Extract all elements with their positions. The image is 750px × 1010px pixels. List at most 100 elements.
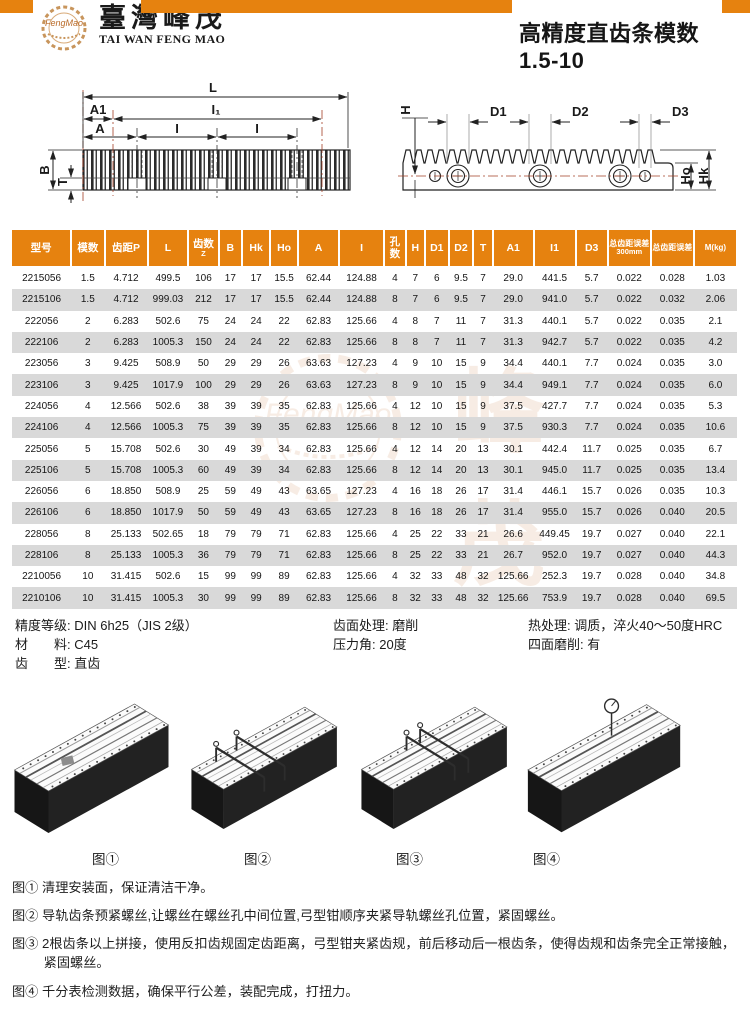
table-cell: 35: [278, 400, 290, 412]
table-cell: 63.63: [305, 358, 332, 370]
table-cell: 502.6: [155, 315, 181, 327]
table-cell: 0.022: [616, 315, 642, 327]
figure-detail: [424, 736, 427, 738]
figure-detail: [445, 756, 448, 759]
table-cell: 26: [455, 507, 467, 519]
figure-detail: [382, 759, 385, 762]
figure-shape: [366, 709, 481, 774]
figure-detail: [459, 749, 462, 752]
table-cell: 22: [431, 550, 443, 561]
table-cell: 39: [250, 464, 262, 476]
table-cell: 6: [85, 486, 91, 498]
instruction-4: 图④ 千分表检测数据，确保平行公差，装配完成，打扭力。: [12, 983, 359, 999]
table-cell: 7: [480, 337, 486, 349]
figure-detail: [198, 766, 201, 769]
table-cell: 0.040: [659, 507, 685, 519]
table-cell: 99: [224, 571, 236, 583]
dim-label-D3: D3: [672, 104, 689, 119]
table-cell: 2215106: [22, 294, 62, 306]
table-cell: 127.23: [346, 507, 377, 519]
figure-detail: [22, 767, 25, 770]
figure-detail: [125, 744, 128, 747]
table-cell: 6: [434, 294, 440, 306]
gear-logo-icon: FengMao: [41, 5, 87, 51]
figure-detail: [403, 729, 410, 736]
instruction-2: 图② 导轨齿条预紧螺丝,让螺丝在螺丝孔中间位置,弓型钳顺序夹紧导轨螺丝孔位置，紧…: [12, 908, 564, 924]
figure-detail: [638, 710, 641, 713]
table-cell: 75: [197, 422, 209, 434]
figure-detail: [396, 784, 399, 786]
table-cell: 2210056: [22, 571, 62, 583]
figure-detail: [564, 751, 567, 754]
table-cell: 50: [197, 507, 209, 519]
table-cell: 226056: [24, 486, 59, 498]
table-cell: 0.022: [616, 294, 642, 306]
rack-spec-table: 型号 模数 齿距P L 齿数 Z B Hk Ho A I 孔数 H D1 D2 T A1 I1 D3 总齿距误差 300…: [12, 230, 739, 609]
table-cell: 0.035: [659, 486, 685, 498]
table-cell: 31.3: [503, 337, 523, 349]
table-cell: 6.283: [113, 337, 139, 349]
figure-detail: [283, 720, 285, 723]
table-cell: 127.23: [346, 379, 377, 391]
table-cell: 1017.9: [152, 379, 184, 391]
table-cell: 11: [455, 337, 467, 349]
table-cell: 508.9: [155, 486, 181, 498]
table-cell: 19.7: [581, 592, 602, 604]
table-cell: 62.44: [305, 273, 332, 285]
table-cell: 12.566: [110, 422, 142, 434]
table-cell: 0.040: [659, 528, 685, 540]
table-cell: 502.6: [155, 571, 181, 583]
dim-label-I-right: I: [255, 121, 259, 136]
figure-detail: [103, 756, 106, 759]
table-cell: 2.1: [708, 315, 723, 327]
table-cell: 62.83: [305, 443, 332, 455]
table-cell: 0.035: [659, 337, 685, 349]
table-cell: 62.83: [305, 592, 332, 604]
dim-label-I1: I₁: [212, 102, 221, 117]
table-cell: 32: [477, 571, 489, 583]
figure-detail: [424, 768, 427, 771]
dim-label-H: H: [398, 105, 413, 114]
figure-image-1: [13, 703, 170, 833]
figure-shape: [388, 723, 502, 787]
table-cell: 5: [85, 443, 91, 455]
table-row: 226106 6 18.850 1017.9 50 59 49 43 63.65 127.23 8 1…: [12, 502, 737, 524]
table-cell: 37.5: [503, 400, 523, 412]
table-cell: 446.1: [542, 486, 568, 498]
table-cell: 11.7: [582, 464, 602, 476]
figure-detail: [276, 724, 278, 727]
column-header: H: [405, 230, 426, 268]
table-cell: 79: [250, 528, 262, 540]
table-cell: 0.040: [659, 571, 685, 583]
figure-shape: [19, 706, 141, 774]
figure-strip: [0, 674, 750, 846]
table-cell: 7: [412, 294, 419, 306]
column-header: 总齿距误差 300mm: [607, 230, 652, 268]
figure-detail: [501, 726, 504, 728]
table-cell: 0.035: [659, 464, 685, 476]
figure-detail: [557, 755, 560, 758]
figure-shape: [60, 755, 75, 767]
figure-detail: [460, 716, 462, 719]
table-cell: 125.66: [346, 315, 377, 327]
column-header: Hk: [242, 230, 272, 268]
figure-detail: [410, 776, 413, 779]
table-cell: 12: [409, 422, 421, 434]
figure-shape: [218, 723, 332, 787]
figure-detail: [630, 748, 633, 751]
table-cell: 14: [431, 464, 443, 476]
table-cell: 29.0: [503, 273, 523, 285]
table-cell: 9.5: [454, 294, 468, 306]
table-cell: 2.06: [705, 294, 726, 306]
dim-label-A1: A1: [90, 102, 107, 117]
table-cell: 930.3: [542, 422, 568, 434]
table-cell: 125.66: [497, 592, 529, 604]
figure-shape: [201, 713, 317, 777]
table-cell: 26.7: [503, 550, 523, 561]
figure-detail: [29, 763, 32, 766]
table-row: 2210106 10 31.415 1005.3 30 99 99 89 62.83 125.66…: [12, 587, 737, 609]
dim-label-B: B: [37, 165, 52, 174]
table-cell: 0.035: [659, 358, 685, 370]
table-cell: 19.7: [581, 550, 602, 561]
